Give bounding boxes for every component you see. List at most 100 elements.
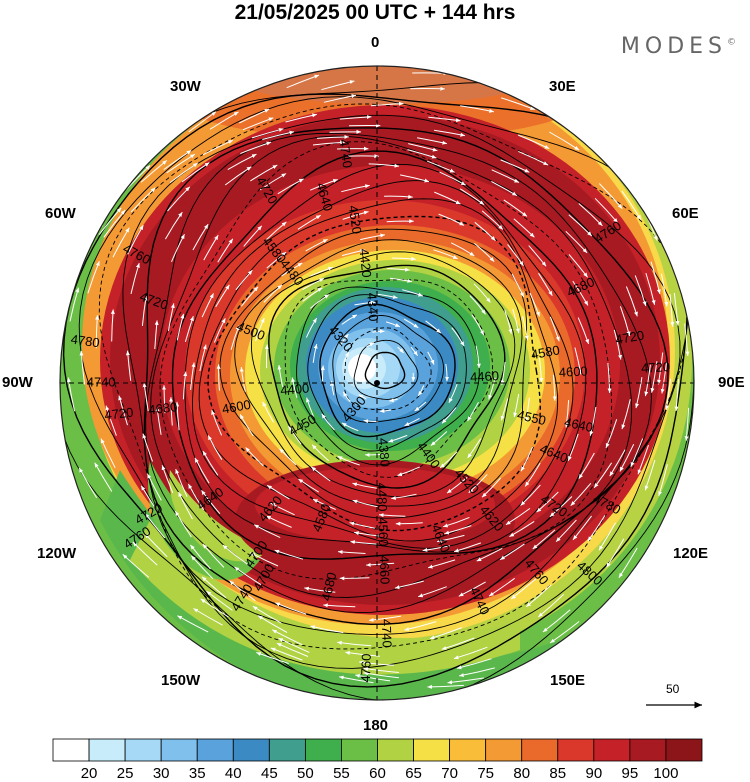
streamline-arrow xyxy=(349,521,375,529)
streamline-arrow xyxy=(522,315,529,341)
streamline-arrow xyxy=(513,218,535,238)
streamline-arrow xyxy=(79,350,86,385)
contour-line xyxy=(98,103,688,650)
streamline-arrow xyxy=(602,608,632,634)
streamline-arrow xyxy=(103,209,126,238)
streamline-arrow xyxy=(525,584,552,608)
streamline-arrow xyxy=(427,160,455,173)
streamline-arrow xyxy=(669,293,675,327)
streamline-arrow xyxy=(524,462,541,487)
streamline-arrow xyxy=(291,377,298,398)
colorbar-tick-label: 55 xyxy=(333,765,350,782)
streamline-arrow xyxy=(275,602,307,615)
streamline-arrow xyxy=(265,515,292,528)
streamline-arrow xyxy=(587,515,606,542)
streamline-arrow xyxy=(438,213,465,226)
colorbar-swatch xyxy=(629,738,667,762)
streamline-arrow xyxy=(503,199,528,217)
streamline-arrow xyxy=(386,219,414,224)
streamline-arrow xyxy=(439,451,458,469)
colorbar-swatch xyxy=(449,738,487,762)
streamline-arrow xyxy=(144,513,166,539)
streamline-arrow xyxy=(619,443,635,472)
contour-line xyxy=(364,351,406,390)
streamline-arrow xyxy=(538,272,553,296)
colorbar-swatch xyxy=(521,738,559,762)
streamline-arrow xyxy=(700,360,703,393)
streamline-arrow xyxy=(438,43,475,49)
streamline-arrow xyxy=(445,363,450,382)
contour-line xyxy=(284,279,494,478)
streamline-arrow xyxy=(243,225,263,247)
contour-line xyxy=(171,150,598,560)
streamline-arrow xyxy=(250,164,278,182)
streamline-arrow xyxy=(169,162,198,183)
streamline-arrow xyxy=(389,277,412,283)
streamline-arrow xyxy=(35,396,38,432)
contour-line xyxy=(219,228,528,519)
streamline-arrow xyxy=(122,554,150,578)
streamline-arrow xyxy=(130,187,156,213)
streamline-arrow xyxy=(476,547,503,562)
streamline-arrow xyxy=(44,392,49,428)
streamline-arrow xyxy=(403,318,419,329)
contour-label: 4580 xyxy=(530,342,561,362)
colorbar-tick-label: 90 xyxy=(585,765,603,782)
streamline-arrow xyxy=(229,580,256,602)
streamline-arrow xyxy=(370,101,404,107)
streamline-arrow xyxy=(154,320,159,350)
meridian-label-150w: 150W xyxy=(161,672,201,689)
streamline-arrow xyxy=(598,183,623,210)
colorbar-tick-label: 50 xyxy=(297,765,314,782)
streamline-arrow xyxy=(660,362,668,394)
streamline-arrow xyxy=(78,467,98,499)
streamline-arrow xyxy=(417,385,425,397)
streamline-arrow xyxy=(379,408,391,413)
streamline-arrow xyxy=(239,414,254,437)
streamline-arrow xyxy=(404,621,437,632)
streamline-arrow xyxy=(175,401,180,431)
streamline-arrow xyxy=(98,207,122,236)
contour-label: 4560 xyxy=(375,517,391,546)
streamline-arrow xyxy=(460,105,494,113)
streamline-arrow xyxy=(363,667,399,673)
streamline-arrow xyxy=(645,272,656,305)
streamline-arrow xyxy=(578,203,603,227)
streamline-arrow xyxy=(281,262,303,277)
streamline-arrow xyxy=(397,346,404,354)
streamline-arrow xyxy=(430,431,448,446)
streamline-arrow xyxy=(255,317,265,342)
streamline-arrow xyxy=(555,519,577,543)
streamline-arrow xyxy=(263,284,283,303)
streamline-arrow xyxy=(549,131,580,151)
contour-line xyxy=(332,315,445,423)
streamline-arrow xyxy=(194,457,210,484)
streamline-arrow xyxy=(321,80,355,91)
streamline-arrow xyxy=(505,507,531,526)
streamline-arrow xyxy=(630,438,644,468)
streamline-arrow xyxy=(402,289,424,297)
meridian-label-30e: 30E xyxy=(549,78,576,95)
colorbar-swatch xyxy=(557,738,595,762)
streamline-arrow xyxy=(504,309,513,334)
contour-line xyxy=(184,163,587,553)
streamline-arrow xyxy=(168,397,173,426)
streamline-arrow xyxy=(360,233,385,241)
streamline-arrow xyxy=(216,364,221,391)
streamline-arrow xyxy=(209,111,239,130)
streamline-arrow xyxy=(467,438,482,459)
streamline-arrow xyxy=(537,593,565,618)
streamline-arrow xyxy=(572,515,592,541)
streamline-arrow xyxy=(217,238,234,263)
streamline-arrow xyxy=(339,114,372,120)
streamline-arrow xyxy=(227,153,257,171)
streamline-arrow xyxy=(448,383,458,403)
streamline-arrow xyxy=(276,642,309,657)
colorbar-tick-label: 60 xyxy=(369,765,386,782)
streamline-arrow xyxy=(363,671,399,679)
streamline-arrow xyxy=(385,321,401,328)
streamline-arrow xyxy=(287,425,302,445)
streamline-arrow xyxy=(621,399,631,430)
streamline-arrow xyxy=(310,266,334,277)
streamline-arrow xyxy=(174,510,192,538)
